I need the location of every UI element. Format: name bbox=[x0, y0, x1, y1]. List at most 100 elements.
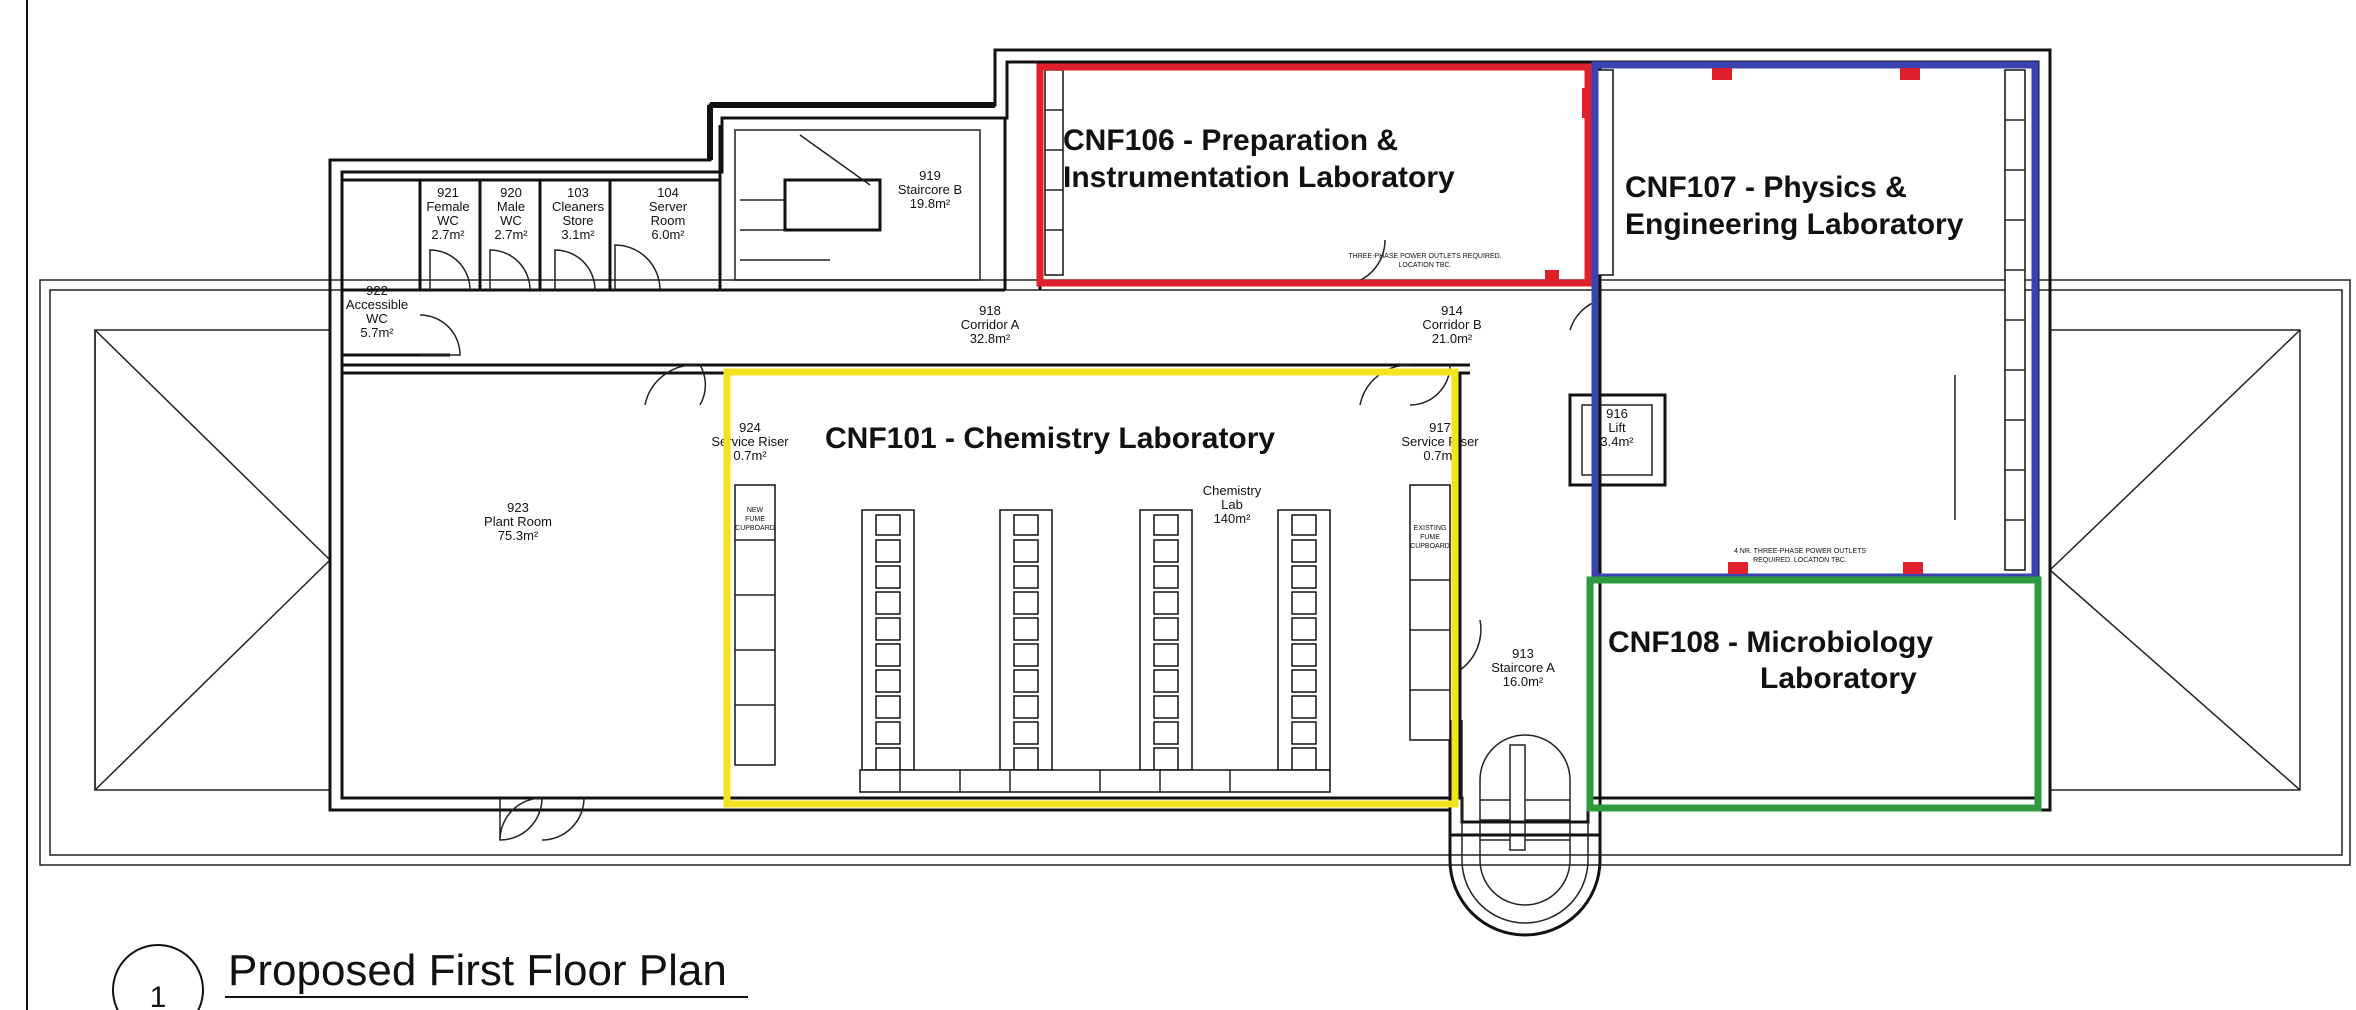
room-label-r919: Staircore B bbox=[898, 182, 962, 197]
room-label-r920: Male bbox=[497, 199, 525, 214]
room-label-r104: Room bbox=[651, 213, 686, 228]
room-label-r921: 921 bbox=[437, 185, 459, 200]
room-label-r920: 920 bbox=[500, 185, 522, 200]
zone-cnf101-label: CNF101 - Chemistry Laboratory bbox=[825, 422, 1275, 455]
room-label-r918: Corridor A bbox=[961, 317, 1020, 332]
room-label-riser-left: 924 bbox=[739, 420, 761, 435]
bench-cell bbox=[1153, 721, 1179, 745]
room-label-r914: 914 bbox=[1441, 303, 1463, 318]
power-outlet-marker bbox=[1900, 68, 1920, 80]
cupboard-label: CUPBOARD bbox=[735, 525, 775, 532]
room-label-r923: 923 bbox=[507, 500, 529, 515]
room-label-chem: 140m² bbox=[1214, 511, 1252, 526]
bench-cell bbox=[875, 643, 901, 667]
room-labels: 921FemaleWC2.7m²920MaleWC2.7m²103Cleaner… bbox=[346, 168, 1634, 689]
cupboard-label: NEW bbox=[747, 507, 764, 514]
fume-cupboard-labels: NEW FUME CUPBOARD EXISTING FUME CUPBOARD bbox=[735, 507, 1450, 550]
bench-cell bbox=[1291, 539, 1317, 563]
bench-cell bbox=[1013, 539, 1039, 563]
room-label-r103: Cleaners bbox=[552, 199, 605, 214]
drawing-title-block: 1 Proposed First Floor Plan bbox=[112, 944, 748, 1010]
zone-cnf107-label-line2: Engineering Laboratory bbox=[1625, 208, 1964, 241]
bench-sink bbox=[1013, 514, 1039, 536]
room-label-r916: 916 bbox=[1606, 406, 1628, 421]
bench-cell bbox=[875, 721, 901, 745]
power-outlet-marker bbox=[1712, 68, 1732, 80]
zone-cnf107-outline bbox=[1591, 61, 2039, 581]
bench-cell bbox=[1013, 617, 1039, 641]
cupboard-label: FUME bbox=[745, 516, 765, 523]
bench-sink bbox=[875, 514, 901, 536]
room-label-r914: 21.0m² bbox=[1432, 331, 1473, 346]
zone-cnf101-outline bbox=[723, 368, 1459, 808]
bench-cell bbox=[875, 539, 901, 563]
bench-cell bbox=[875, 617, 901, 641]
bench-cell bbox=[1291, 617, 1317, 641]
room-label-chem: Lab bbox=[1221, 497, 1243, 512]
fume-cupboards-east bbox=[1409, 484, 1451, 741]
bench-cell bbox=[1013, 565, 1039, 589]
room-label-r920: WC bbox=[500, 213, 522, 228]
zone-cnf108-label-line1: CNF108 - Microbiology bbox=[1608, 626, 1933, 659]
bench-cell bbox=[1291, 721, 1317, 745]
room-label-r913: Staircore A bbox=[1491, 660, 1555, 675]
zone-cnf106-outline bbox=[1036, 63, 1592, 287]
bench-cell bbox=[1291, 695, 1317, 719]
room-label-r103: Store bbox=[562, 213, 593, 228]
room-label-riser-left: 0.7m² bbox=[733, 448, 767, 463]
room-label-r104: 6.0m² bbox=[651, 227, 685, 242]
room-label-r922: 5.7m² bbox=[360, 325, 394, 340]
room-label-r103: 3.1m² bbox=[561, 227, 595, 242]
bench-cell bbox=[1291, 669, 1317, 693]
door-swings bbox=[419, 239, 1601, 841]
room-label-r104: 104 bbox=[657, 185, 679, 200]
bench-cell bbox=[1013, 591, 1039, 615]
room-label-r916: 3.4m² bbox=[1600, 434, 1634, 449]
bench-cell bbox=[1013, 695, 1039, 719]
room-label-r921: WC bbox=[437, 213, 459, 228]
room-label-r918: 918 bbox=[979, 303, 1001, 318]
bench-cell bbox=[875, 669, 901, 693]
room-label-riser-right: 917 bbox=[1429, 420, 1451, 435]
room-label-riser-left: Service Riser bbox=[711, 434, 789, 449]
bench-cell bbox=[1153, 695, 1179, 719]
room-label-r921: 2.7m² bbox=[431, 227, 465, 242]
bench-cell bbox=[1153, 591, 1179, 615]
drawing-number: 1 bbox=[150, 981, 167, 1010]
power-outlet-markers bbox=[1545, 68, 1923, 574]
bench-cell bbox=[875, 747, 901, 771]
bench-cell bbox=[875, 591, 901, 615]
bench-cell bbox=[1291, 643, 1317, 667]
note-line: REQUIRED. LOCATION TBC. bbox=[1753, 557, 1847, 564]
note-line: LOCATION TBC. bbox=[1398, 262, 1451, 269]
bench-cell bbox=[875, 695, 901, 719]
bench-cell bbox=[1291, 565, 1317, 589]
benches-north-labs bbox=[1044, 69, 2026, 571]
roof-outline bbox=[39, 279, 2351, 866]
power-outlet-marker bbox=[1903, 562, 1923, 574]
zone-cnf108-outline bbox=[1586, 576, 2042, 812]
room-label-r922: WC bbox=[366, 311, 388, 326]
fume-cupboards-west bbox=[734, 484, 776, 766]
bench-cell bbox=[1013, 721, 1039, 745]
room-label-r921: Female bbox=[426, 199, 469, 214]
zone-cnf107-label-line1: CNF107 - Physics & bbox=[1625, 171, 1907, 204]
cupboard-label: EXISTING bbox=[1414, 525, 1447, 532]
cupboard-label: FUME bbox=[1420, 534, 1440, 541]
room-label-r104: Server bbox=[649, 199, 688, 214]
power-note-cnf107: 4 NR. THREE-PHASE POWER OUTLETS REQUIRED… bbox=[1734, 548, 1866, 564]
power-outlet-marker bbox=[1582, 88, 1590, 118]
drawing-number-circle bbox=[112, 944, 204, 1010]
zone-cnf106-label-line1: CNF106 - Preparation & bbox=[1063, 124, 1398, 157]
room-label-r914: Corridor B bbox=[1422, 317, 1481, 332]
bench-sink bbox=[1153, 514, 1179, 536]
room-label-r923: Plant Room bbox=[484, 514, 552, 529]
staircore-b bbox=[734, 129, 981, 281]
power-outlet-marker bbox=[1545, 270, 1559, 282]
drawing-title: Proposed First Floor Plan bbox=[228, 946, 727, 995]
room-label-r913: 913 bbox=[1512, 646, 1534, 661]
power-outlet-marker bbox=[1728, 562, 1748, 574]
room-label-r103: 103 bbox=[567, 185, 589, 200]
room-label-r922: Accessible bbox=[346, 297, 408, 312]
